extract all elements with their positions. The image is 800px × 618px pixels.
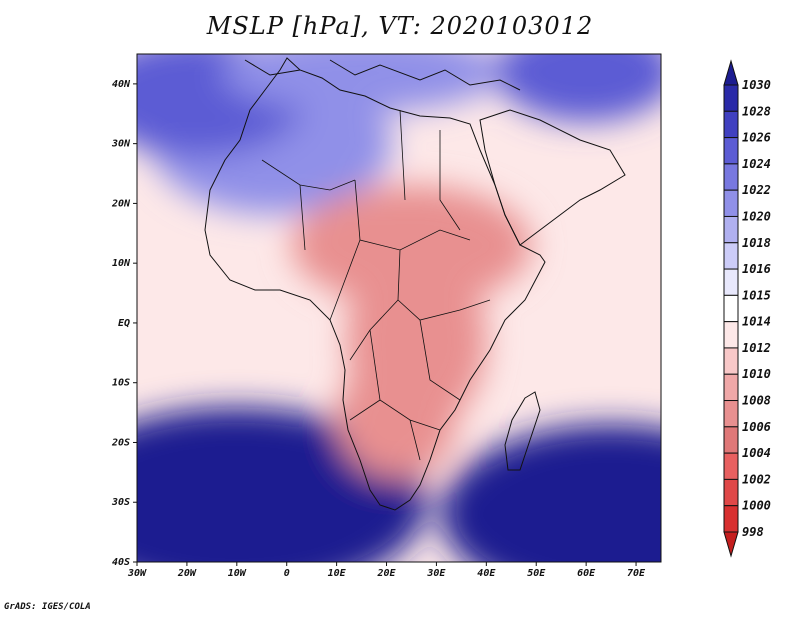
colorbar-bin	[723, 84, 739, 112]
pressure-blob-angola-low	[336, 358, 457, 479]
colorbar-bin	[723, 373, 739, 402]
y-axis-ticks: 40N 30N 20N 10N EQ 10S 20S 30S 40S	[111, 79, 137, 568]
colorbar-level-label: 1018	[742, 236, 771, 250]
colorbar-bin	[723, 478, 739, 507]
colorbar-level-label: 1024	[742, 157, 771, 171]
colorbar-max-arrow	[723, 59, 739, 86]
colorbar-level-label: 1000	[742, 499, 771, 513]
colorbar-level-label: 1015	[742, 288, 771, 302]
colorbar: 1030 1028 1026 1024 1022 1020 1018 1016 1015 1014…	[723, 59, 771, 558]
africa-outline	[204, 57, 626, 511]
y-tick-label: EQ	[118, 318, 130, 329]
map-title: MSLP [hPa], VT: 2020103012	[206, 12, 594, 40]
colorbar-bin	[723, 189, 739, 217]
colorbar-level-label: 1002	[742, 472, 771, 486]
colorbar-level-label: 1022	[742, 183, 771, 197]
colorbar-bin	[723, 452, 739, 480]
x-tick-label: 60E	[577, 568, 596, 579]
y-tick-label: 40N	[112, 79, 131, 90]
africa-coastline	[204, 57, 546, 511]
x-tick-label: 40E	[477, 568, 496, 579]
x-axis-ticks: 30W 20W 10W 0 10E 20E 30E 40E 50E 60E 70E	[127, 562, 646, 579]
y-tick-label: 30N	[111, 139, 131, 150]
y-tick-label: 20N	[111, 198, 131, 209]
colorbar-bin	[723, 505, 739, 533]
colorbar-level-label: 1010	[742, 367, 771, 381]
madagascar-outline	[504, 391, 541, 471]
colorbar-min-arrow	[723, 531, 739, 558]
x-tick-label: 10W	[228, 568, 247, 579]
x-tick-label: 30E	[426, 568, 446, 579]
pressure-blob-iranian-high	[496, 54, 661, 122]
colorbar-bin	[723, 163, 739, 191]
colorbar-bin	[723, 321, 739, 349]
colorbar-bin	[723, 400, 739, 428]
colorbar-bin	[723, 242, 739, 270]
x-tick-label: 20E	[376, 568, 396, 579]
pressure-blob-mediterranean-high	[221, 54, 502, 112]
colorbar-level-label: 1026	[742, 131, 771, 145]
colorbar-bin	[723, 294, 739, 323]
colorbar-level-label: 1030	[742, 78, 771, 92]
colorbar-level-label: 1020	[742, 209, 771, 223]
x-tick-label: 20W	[177, 568, 197, 579]
europe-outline	[244, 59, 521, 91]
y-tick-label: 20S	[111, 437, 130, 448]
colorbar-bin	[723, 215, 739, 244]
colorbar-level-label: 1008	[742, 394, 771, 408]
colorbar-bin	[723, 137, 739, 165]
y-tick-label: 30S	[111, 497, 130, 508]
colorbar-level-label: 1012	[742, 341, 771, 355]
grads-credit: GrADS: IGES/COLA	[4, 602, 91, 612]
country-borders	[261, 109, 491, 461]
colorbar-bin	[723, 110, 739, 139]
x-tick-label: 50E	[527, 568, 546, 579]
pressure-blob-mascarene-high	[441, 424, 661, 562]
colorbar-level-label: 1006	[742, 420, 771, 434]
colorbar-level-label: 998	[742, 525, 764, 539]
colorbar-bin	[723, 268, 739, 296]
colorbar-level-label: 1014	[742, 315, 771, 329]
pressure-blob-sahel-low	[291, 185, 532, 306]
x-tick-label: 10E	[328, 568, 347, 579]
y-tick-label: 10N	[112, 258, 131, 269]
colorbar-level-label: 1004	[742, 446, 771, 460]
colorbar-level-label: 1028	[742, 104, 771, 118]
x-tick-label: 30W	[127, 568, 147, 579]
plot-frame	[136, 53, 662, 563]
x-tick-label: 0	[284, 568, 290, 579]
colorbar-bin	[723, 347, 739, 375]
y-tick-label: 10S	[112, 378, 130, 389]
colorbar-bin	[723, 426, 739, 454]
y-tick-label: 40S	[112, 557, 130, 568]
colorbar-level-label: 1016	[742, 262, 771, 276]
arabian-peninsula-outline	[479, 109, 626, 246]
x-tick-label: 70E	[627, 568, 646, 579]
pressure-field	[137, 54, 661, 562]
